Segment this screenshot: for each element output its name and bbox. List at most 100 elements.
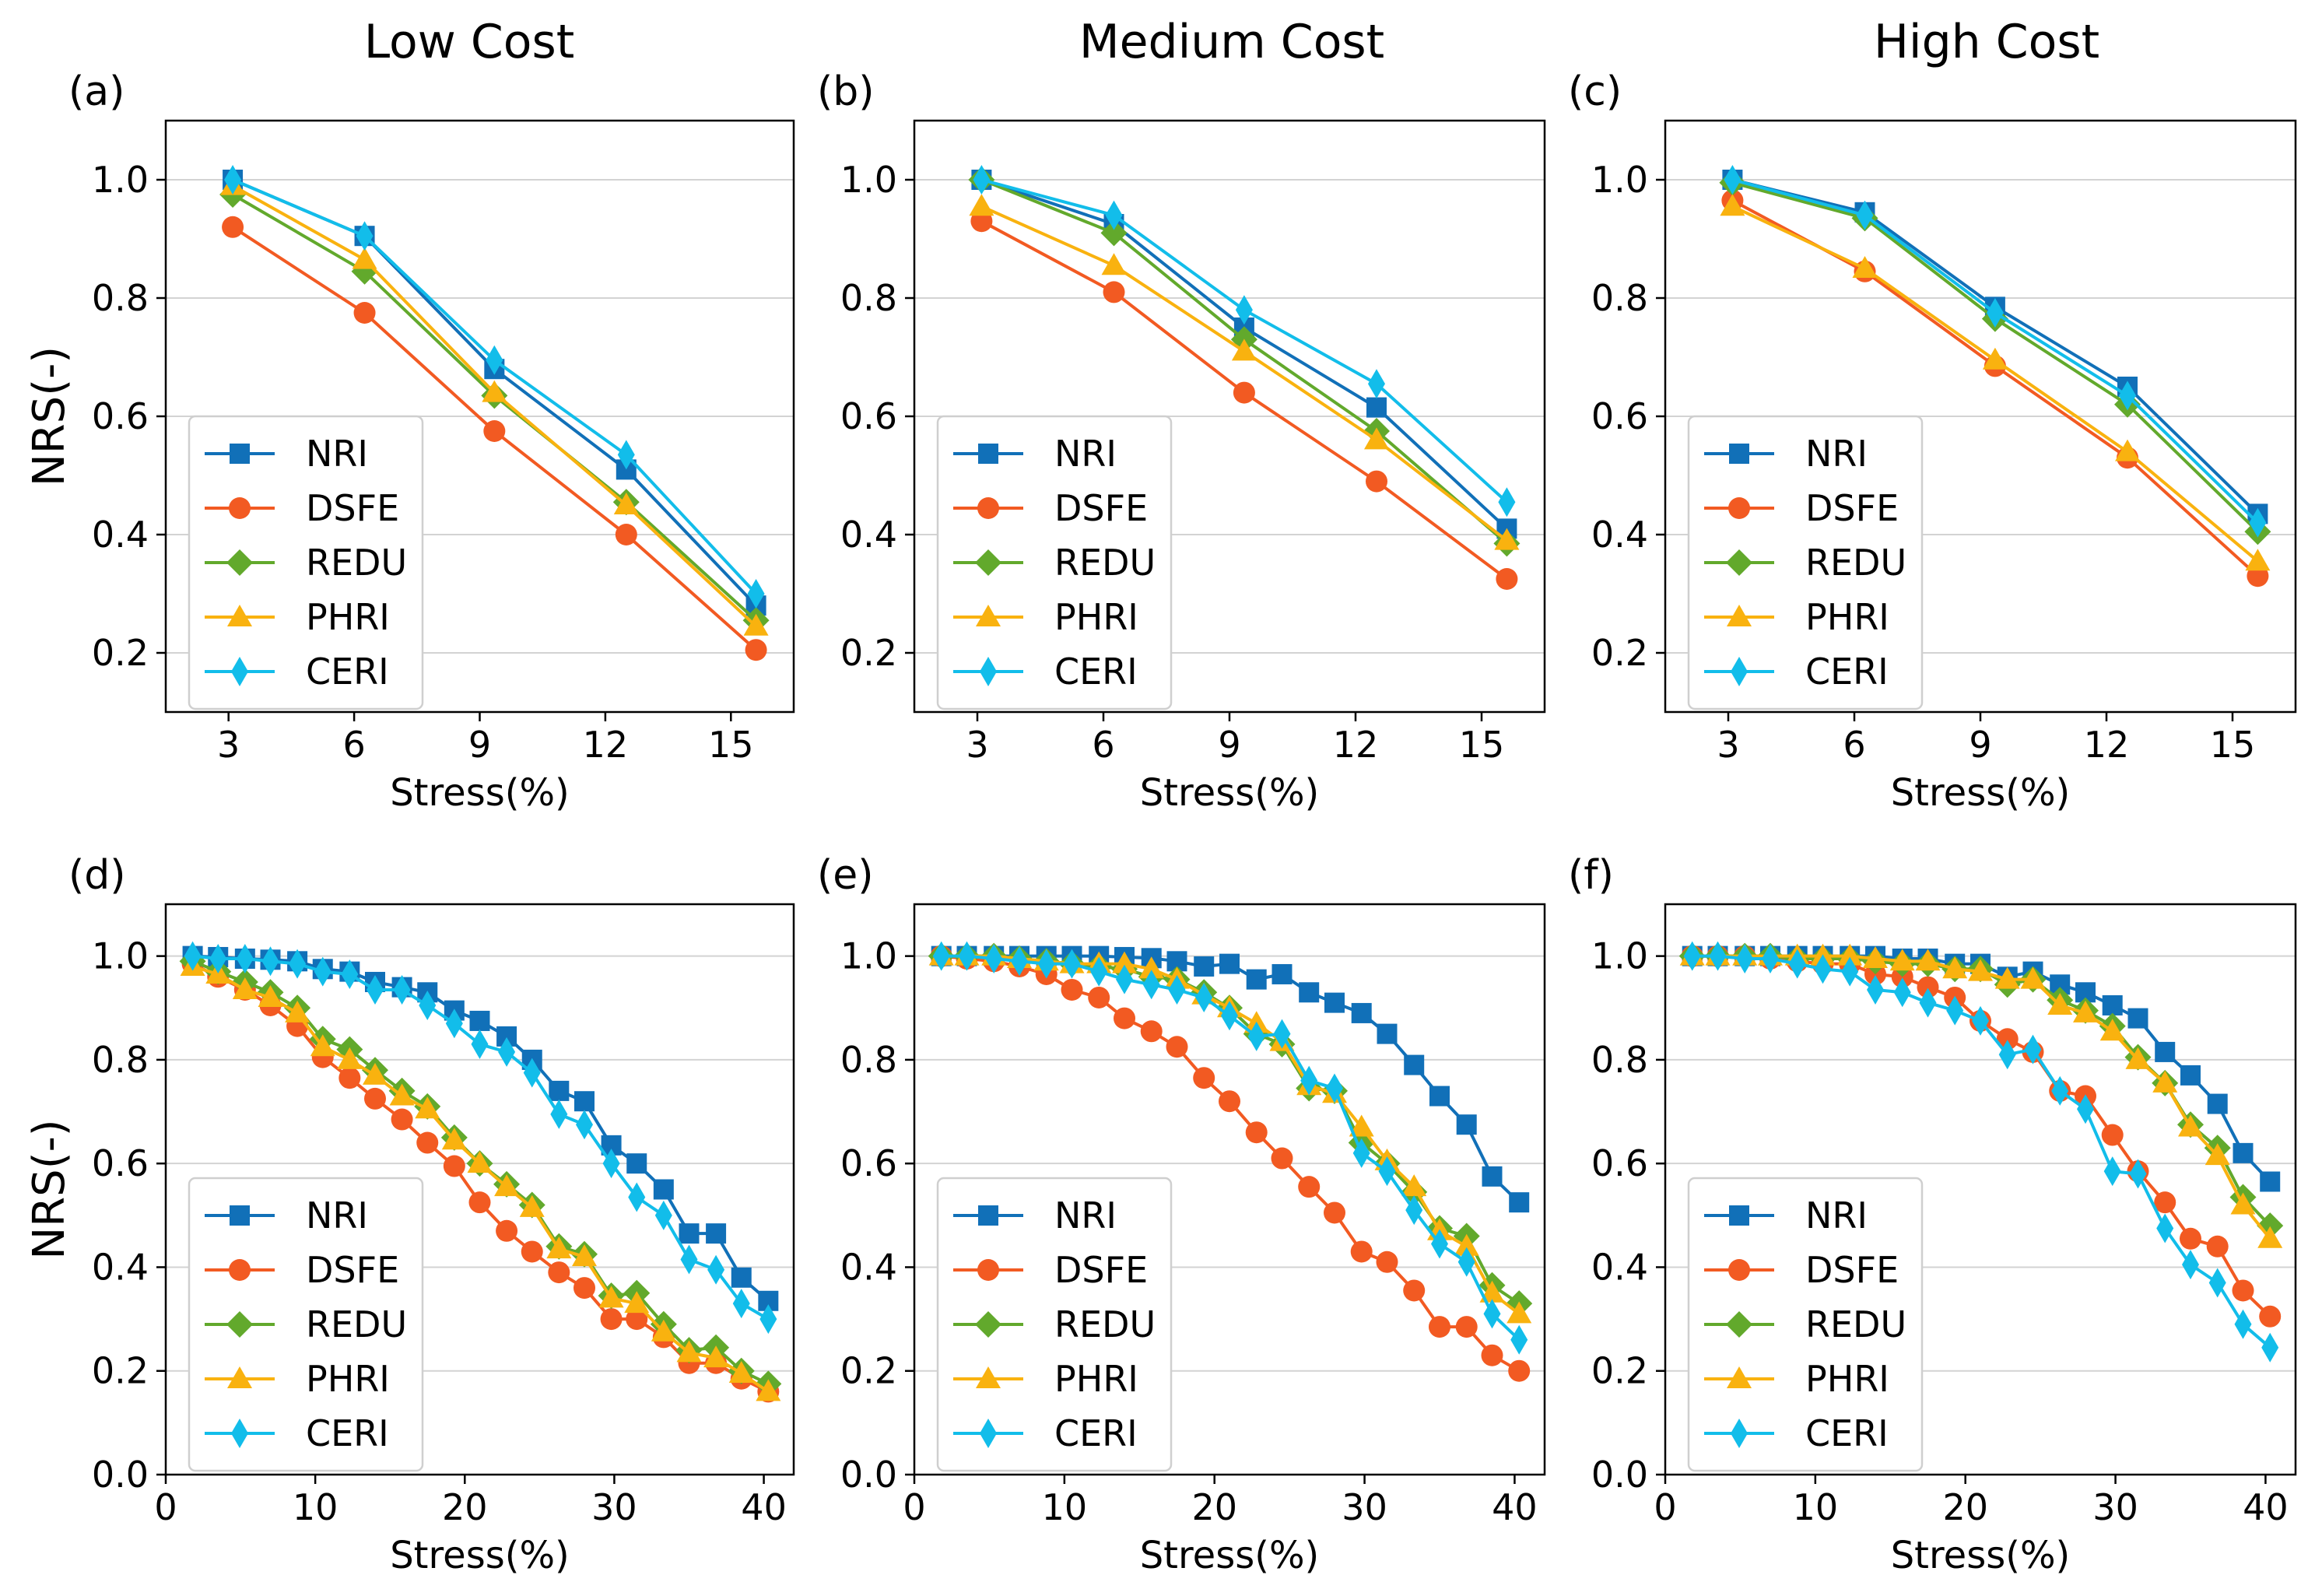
- data-point-ceri: [1326, 1073, 1343, 1103]
- data-point-dsfe: [1166, 1036, 1188, 1058]
- y-axis: 0.0 0.2 0.4 0.6 0.8 1.0: [92, 935, 166, 1496]
- data-point-ceri: [419, 990, 437, 1020]
- legend-label: CERI: [306, 651, 389, 693]
- data-point-phri: [2020, 966, 2046, 989]
- series-group: [1678, 941, 2284, 1363]
- data-point-ceri: [628, 1182, 646, 1212]
- data-point-dsfe: [1350, 1240, 1373, 1263]
- data-point-dsfe: [1271, 1147, 1293, 1170]
- data-point-ceri: [184, 941, 202, 971]
- legend-item-nri: NRI: [1704, 1194, 1868, 1236]
- legend-label: PHRI: [306, 1358, 390, 1400]
- x-axis-label: Stress(%): [1891, 771, 2071, 815]
- data-point-ceri: [654, 1200, 672, 1230]
- legend-marker: [975, 549, 1001, 576]
- y-axis: 0.2 0.4 0.6 0.8 1.0: [1591, 159, 1665, 674]
- panel-d: 0 10 20 30 40 0.0 0.2 0.4 0.6 0.8 1.0 Stress(%) NRS(…: [24, 852, 795, 1577]
- data-point-dsfe: [1193, 1067, 1215, 1089]
- data-point-ceri: [1788, 949, 1806, 979]
- legend: NRI DSFE REDU PHRI CERI: [1687, 1177, 1924, 1472]
- data-point-dsfe: [521, 1240, 543, 1263]
- data-point-phri: [2115, 439, 2140, 461]
- x-tick-label: 6: [1092, 724, 1114, 766]
- data-point-dsfe: [222, 216, 244, 238]
- data-point-nri: [1482, 1166, 1503, 1187]
- data-point-nri: [549, 1080, 570, 1101]
- data-point-ceri: [759, 1304, 777, 1335]
- legend-marker: [1726, 549, 1752, 576]
- x-tick-label: 40: [741, 1486, 787, 1528]
- data-point-nri: [2207, 1093, 2228, 1114]
- y-tick-label: 0.4: [1591, 514, 1648, 556]
- x-axis-label: Stress(%): [390, 1534, 570, 1577]
- x-tick-label: 30: [591, 1486, 637, 1528]
- y-tick-label: 0.2: [92, 632, 149, 674]
- x-tick-label: 6: [342, 724, 365, 766]
- legend-marker: [1726, 1311, 1752, 1338]
- legend-item-dsfe: DSFE: [1704, 487, 1899, 529]
- data-point-ceri: [445, 1008, 463, 1039]
- data-point-dsfe: [496, 1219, 518, 1242]
- plot-frame: [164, 903, 795, 1476]
- legend-marker: [231, 1419, 248, 1448]
- legend-marker: [975, 1311, 1001, 1338]
- data-point-nri: [1271, 963, 1293, 984]
- series-group: [179, 941, 782, 1403]
- legend-box: [188, 1177, 424, 1472]
- legend-box: [1687, 1177, 1924, 1472]
- data-point-phri: [467, 1151, 493, 1173]
- x-tick-label: 0: [1654, 1486, 1676, 1528]
- legend-item-ceri: CERI: [953, 651, 1138, 693]
- legend-item-redu: REDU: [1704, 542, 1906, 584]
- legend-label: CERI: [1805, 651, 1889, 693]
- x-tick-label: 0: [903, 1486, 925, 1528]
- data-point-ceri: [973, 165, 991, 195]
- x-tick-label: 20: [442, 1486, 488, 1528]
- data-point-phri: [2245, 549, 2271, 571]
- data-point-phri: [969, 194, 994, 216]
- data-point-phri: [624, 1291, 650, 1314]
- x-tick-label: 9: [1218, 724, 1240, 766]
- panel-c: 3 6 9 12 15 0.2 0.4 0.6 0.8 1.0 Stress(%) (c) NRI DSF…: [1568, 68, 2297, 815]
- panel-a: 3 6 9 12 15 0.2 0.4 0.6 0.8 1.0 Stress(%) NRS(-) (a)…: [24, 68, 795, 815]
- data-point-dsfe: [443, 1155, 465, 1177]
- data-point-ceri: [1105, 200, 1123, 230]
- y-tick-label: 0.0: [92, 1454, 149, 1496]
- data-point-phri: [482, 380, 507, 402]
- data-point-nri: [1509, 1192, 1530, 1213]
- data-point-phri: [415, 1096, 440, 1119]
- legend-item-nri: NRI: [205, 433, 368, 475]
- data-point-ceri: [747, 579, 765, 609]
- data-point-phri: [1942, 956, 1968, 979]
- series-markers-ceri: [973, 165, 1516, 517]
- data-point-ceri: [1498, 487, 1516, 517]
- panel-label: (b): [817, 68, 875, 115]
- data-point-phri: [1138, 956, 1164, 979]
- legend-item-phri: PHRI: [953, 1358, 1138, 1400]
- data-point-phri: [703, 1345, 729, 1368]
- data-point-ceri: [707, 1254, 725, 1285]
- x-tick-label: 20: [1191, 1486, 1237, 1528]
- data-point-phri: [337, 1047, 363, 1069]
- data-point-dsfe: [483, 420, 506, 442]
- data-point-ceri: [958, 941, 976, 971]
- data-point-phri: [1494, 528, 1520, 550]
- data-point-ceri: [2249, 507, 2267, 538]
- data-point-dsfe: [1376, 1250, 1398, 1273]
- y-tick-label: 0.2: [840, 632, 897, 674]
- data-point-ceri: [1195, 982, 1213, 1012]
- data-point-ceri: [1011, 946, 1028, 977]
- legend-item-redu: REDU: [205, 1303, 407, 1345]
- legend-label: PHRI: [1054, 1358, 1138, 1400]
- legend-item-dsfe: DSFE: [205, 1249, 399, 1291]
- legend-item-nri: NRI: [953, 433, 1117, 475]
- legend-marker: [977, 497, 999, 519]
- data-point-ceri: [2234, 1309, 2252, 1339]
- data-point-ceri: [356, 221, 374, 251]
- data-point-ceri: [617, 440, 635, 470]
- data-point-ceri: [2103, 1156, 2121, 1187]
- legend-box: [936, 415, 1173, 710]
- legend-marker: [1731, 657, 1748, 686]
- data-point-nri: [2127, 1008, 2148, 1029]
- legend-item-phri: PHRI: [205, 596, 390, 638]
